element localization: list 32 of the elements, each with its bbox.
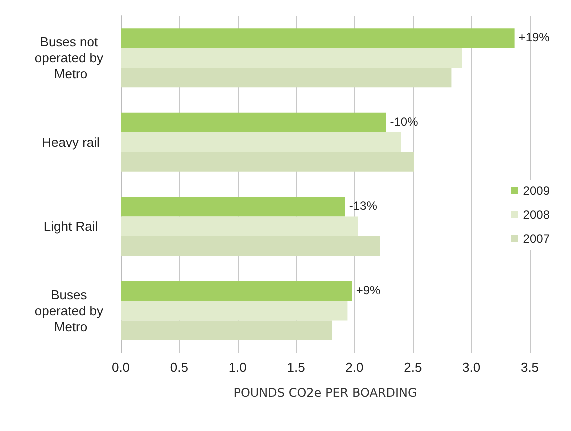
x-tick-label: 1.5 xyxy=(287,360,306,375)
bar xyxy=(121,68,452,88)
y-tick-label: Light Rail xyxy=(44,219,98,234)
bar xyxy=(121,28,515,48)
bar xyxy=(121,132,402,152)
x-tick-label: 0.0 xyxy=(112,360,130,375)
x-tick-label: 2.5 xyxy=(404,360,422,375)
bar xyxy=(121,216,358,236)
annotation: -10% xyxy=(390,114,419,129)
x-tick-label: 3.0 xyxy=(462,360,481,375)
bar xyxy=(121,236,380,256)
annotation: +9% xyxy=(356,283,382,298)
annotation: -13% xyxy=(349,199,378,214)
bar xyxy=(121,320,333,340)
bar xyxy=(121,112,386,133)
bar xyxy=(121,152,414,172)
legend-label: 2008 xyxy=(523,208,550,222)
annotation: +19% xyxy=(518,30,550,45)
bar xyxy=(121,197,346,217)
x-axis-title: POUNDS CO2e PER BOARDING xyxy=(234,386,418,400)
y-tick-label: Buses operated by Metro xyxy=(34,287,108,334)
x-tick-label: 2.0 xyxy=(346,360,364,375)
y-tick-label: Heavy rail xyxy=(42,134,100,150)
bar xyxy=(121,301,348,321)
x-tick-label: 3.5 xyxy=(520,360,540,375)
bar xyxy=(121,281,352,302)
y-tick-label: Buses not operated by Metro xyxy=(34,34,108,82)
legend-label: 2007 xyxy=(523,232,550,246)
legend-label: 2009 xyxy=(523,184,550,198)
x-tick-label: 0.5 xyxy=(170,360,188,375)
bar xyxy=(121,48,462,68)
x-tick-label: 1.0 xyxy=(228,360,247,375)
